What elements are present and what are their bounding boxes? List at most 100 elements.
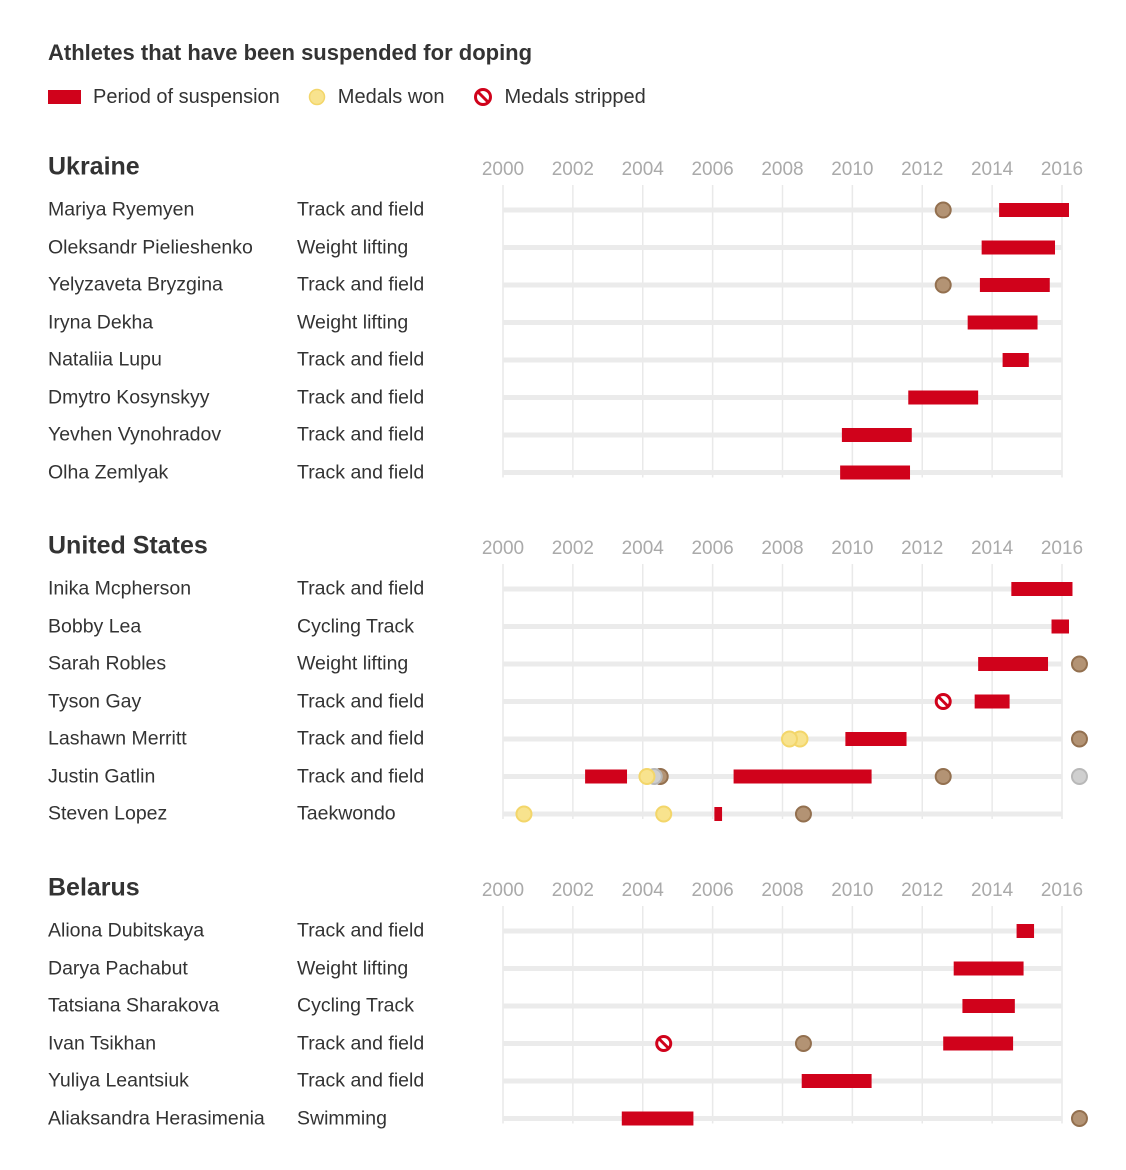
athlete-sport: Track and field (297, 423, 425, 446)
tick-label: 2000 (482, 538, 524, 559)
suspension-swatch-icon (48, 90, 81, 104)
athlete-name: Justin Gatlin (48, 765, 156, 787)
medal-stripped-icon (473, 88, 492, 106)
athlete-name: Yevhen Vynohradov (48, 423, 222, 446)
medal-bronze-marker (1070, 1110, 1088, 1127)
medal-gold-marker (638, 768, 656, 785)
tick-label: 2010 (831, 159, 873, 180)
medal-stripped-slash (658, 1037, 670, 1050)
athlete-name: Iryna Dekha (48, 311, 154, 333)
athlete-name: Tyson Gay (48, 690, 142, 712)
tick-label: 2006 (691, 159, 733, 180)
medal-bronze-marker (794, 805, 812, 823)
tick-label: 2012 (901, 159, 943, 180)
suspension-bar (962, 999, 1015, 1013)
tick-label: 2006 (691, 538, 733, 559)
tick-label: 2010 (831, 880, 873, 901)
tick-label: 2000 (482, 880, 524, 901)
medal-bronze-marker (934, 201, 952, 219)
athlete-sport: Track and field (297, 198, 425, 221)
medal-won-icon (308, 88, 326, 106)
tick-label: 2016 (1041, 538, 1083, 559)
tick-label: 2002 (552, 159, 594, 180)
medal-bronze-marker (1070, 730, 1088, 748)
athlete-sport: Track and field (297, 577, 425, 600)
athlete-sport: Weight lifting (297, 957, 409, 979)
suspension-bar (841, 428, 912, 442)
athlete-name: Sarah Robles (48, 652, 167, 675)
section-title: Belarus (48, 873, 140, 902)
athlete-sport: Weight lifting (297, 311, 409, 333)
suspension-bar (621, 1111, 694, 1126)
legend-won-label: Medals won (337, 85, 445, 108)
legend: Period of suspension Medals won Medals s… (48, 84, 674, 110)
athlete-name: Inika Mcpherson (48, 577, 192, 600)
athlete-sport: Cycling Track (297, 615, 415, 637)
tick-label: 2016 (1041, 159, 1083, 180)
athlete-name: Lashawn Merritt (48, 727, 187, 750)
athlete-name: Bobby Lea (48, 615, 142, 637)
athlete-sport: Swimming (297, 1107, 387, 1129)
legend-won: Medals won (308, 86, 445, 109)
tick-label: 2008 (761, 880, 803, 901)
medal-gold-marker (655, 805, 673, 823)
medal-silver-marker (1070, 768, 1088, 785)
suspension-bar (1016, 924, 1035, 938)
athlete-sport: Track and field (297, 386, 425, 408)
suspension-bar (981, 240, 1056, 255)
tick-label: 2010 (831, 538, 873, 559)
athlete-name: Steven Lopez (48, 802, 168, 825)
tick-label: 2006 (691, 880, 733, 901)
legend-suspension-label: Period of suspension (93, 85, 280, 108)
suspension-bar (974, 694, 1010, 709)
suspension-bar (979, 278, 1050, 292)
medal-stripped-slash (937, 695, 949, 708)
medal-bronze-marker (1070, 655, 1088, 673)
athlete-name: Olha Zemlyak (48, 461, 169, 483)
medal-bronze-marker (934, 276, 952, 294)
suspension-bar (840, 465, 911, 480)
athlete-sport: Cycling Track (297, 994, 415, 1017)
athlete-name: Dmytro Kosynskyy (48, 386, 210, 408)
tick-label: 2012 (901, 880, 943, 901)
tick-label: 2004 (622, 880, 665, 901)
tick-label: 2000 (482, 159, 524, 180)
suspension-bar (1002, 353, 1029, 367)
athlete-name: Yelyzaveta Bryzgina (48, 273, 223, 296)
tick-label: 2014 (971, 159, 1014, 180)
athlete-sport: Weight lifting (297, 236, 409, 258)
suspension-bar (801, 1074, 872, 1088)
athlete-sport: Track and field (297, 765, 425, 787)
athlete-sport: Track and field (297, 1069, 425, 1092)
medal-bronze-marker (934, 768, 952, 785)
suspension-bar (845, 732, 907, 746)
section-title: Ukraine (48, 152, 140, 181)
suspension-bar (1051, 619, 1069, 634)
suspension-bar (733, 769, 872, 784)
medal-bronze-marker (794, 1035, 812, 1052)
section-title: United States (48, 531, 208, 560)
suspension-bar (908, 390, 979, 405)
athlete-name: Aliona Dubitskaya (48, 919, 205, 942)
athlete-sport: Track and field (297, 273, 425, 296)
athlete-sport: Taekwondo (297, 802, 396, 825)
suspension-bar (714, 807, 723, 821)
athlete-name: Nataliia Lupu (48, 348, 162, 371)
tick-label: 2008 (761, 538, 803, 559)
legend-suspension: Period of suspension (48, 86, 280, 109)
athlete-name: Tatsiana Sharakova (48, 994, 220, 1017)
suspension-bar (978, 657, 1049, 671)
suspension-bar (967, 315, 1038, 330)
tick-label: 2016 (1041, 880, 1083, 901)
athlete-name: Aliaksandra Herasimenia (48, 1107, 265, 1129)
medal-gold-marker (780, 730, 798, 748)
suspension-bar (585, 769, 628, 784)
athlete-sport: Track and field (297, 919, 425, 942)
athlete-sport: Track and field (297, 461, 425, 483)
chart-title: Athletes that have been suspended for do… (48, 40, 533, 65)
legend-stripped-label: Medals stripped (504, 85, 646, 108)
tick-label: 2004 (622, 538, 665, 559)
athlete-name: Oleksandr Pielieshenko (48, 236, 253, 258)
tick-label: 2014 (971, 538, 1014, 559)
